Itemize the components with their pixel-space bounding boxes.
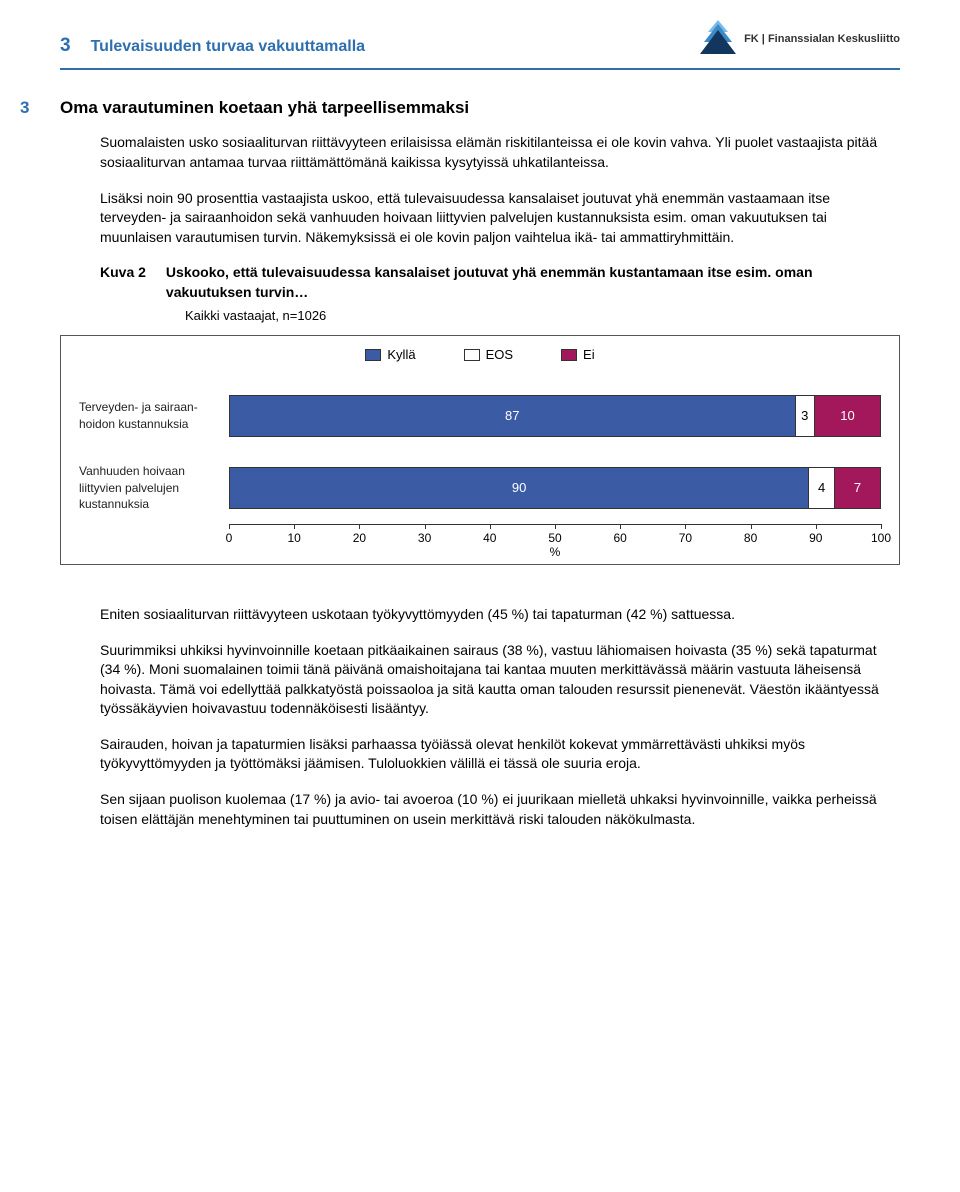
axis-tick-label: 20 (353, 530, 366, 547)
axis-tick (294, 524, 295, 529)
triangle-logo-icon (700, 20, 736, 60)
swatch-ei (561, 349, 577, 361)
swatch-eos (464, 349, 480, 361)
bar-segment: 87 (230, 396, 796, 436)
chart-legend: Kyllä EOS Ei (79, 346, 881, 364)
header-divider (60, 68, 900, 70)
axis-tick (881, 524, 882, 529)
bar-track: 9047 (229, 467, 881, 509)
axis-tick-label: 40 (483, 530, 496, 547)
bar-segment: 3 (796, 396, 816, 436)
legend-item-eos: EOS (464, 346, 513, 364)
axis-tick-label: 10 (288, 530, 301, 547)
bar-row: Terveyden- ja sairaan- hoidon kustannuks… (79, 380, 881, 452)
stacked-bar-chart: Kyllä EOS Ei Terveyden- ja sairaan- hoid… (60, 335, 900, 565)
figure-label: Kuva 2 (100, 263, 146, 302)
bar-segment: 7 (835, 468, 880, 508)
bar-segment: 4 (809, 468, 835, 508)
axis-tick-label: 0 (226, 530, 233, 547)
paragraph-2: Lisäksi noin 90 prosenttia vastaajista u… (100, 189, 900, 248)
legend-item-kylla: Kyllä (365, 346, 415, 364)
paragraph-1: Suomalaisten usko sosiaaliturvan riittäv… (100, 133, 900, 172)
paragraph-4: Suurimmiksi uhkiksi hyvinvoinnille koeta… (100, 641, 900, 719)
axis-title: % (550, 544, 561, 561)
axis-tick (620, 524, 621, 529)
header-left: 3 Tulevaisuuden turvaa vakuuttamalla (60, 33, 365, 60)
axis-tick (685, 524, 686, 529)
axis-tick (425, 524, 426, 529)
chart-x-axis: 0102030405060708090100 % (229, 524, 881, 558)
figure-title: Uskooko, että tulevaisuudessa kansalaise… (166, 263, 900, 302)
figure-heading: Kuva 2 Uskooko, että tulevaisuudessa kan… (100, 263, 900, 302)
axis-tick-label: 80 (744, 530, 757, 547)
bar-track: 87310 (229, 395, 881, 437)
axis-tick-label: 70 (679, 530, 692, 547)
org-prefix: FK (744, 33, 759, 45)
section-number: 3 (20, 96, 50, 120)
paragraph-6: Sen sijaan puolison kuolemaa (17 %) ja a… (100, 790, 900, 829)
document-title: Tulevaisuuden turvaa vakuuttamalla (91, 36, 365, 58)
axis-tick-label: 30 (418, 530, 431, 547)
axis-tick (816, 524, 817, 529)
bar-segment: 90 (230, 468, 809, 508)
section-heading: 3 Oma varautuminen koetaan yhä tarpeelli… (20, 96, 900, 120)
bar-segment: 10 (815, 396, 880, 436)
swatch-kylla (365, 349, 381, 361)
legend-label-eos: EOS (486, 346, 513, 364)
figure-subtitle: Kaikki vastaajat, n=1026 (100, 307, 900, 325)
legend-label-ei: Ei (583, 346, 595, 364)
axis-tick (555, 524, 556, 529)
chart-plot-area: Terveyden- ja sairaan- hoidon kustannuks… (79, 380, 881, 524)
org-name-text: Finanssialan Keskusliitto (768, 33, 900, 45)
axis-tick-label: 90 (809, 530, 822, 547)
page-header: 3 Tulevaisuuden turvaa vakuuttamalla FK … (60, 20, 900, 60)
legend-label-kylla: Kyllä (387, 346, 415, 364)
axis-tick-label: 60 (614, 530, 627, 547)
paragraph-3: Eniten sosiaaliturvan riittävyyteen usko… (100, 605, 900, 625)
org-name: FK | Finanssialan Keskusliitto (744, 32, 900, 47)
legend-item-ei: Ei (561, 346, 595, 364)
axis-ticks: 0102030405060708090100 (229, 524, 881, 542)
bar-row: Vanhuuden hoivaan liittyvien palvelujen … (79, 452, 881, 524)
axis-tick-label: 100 (871, 530, 891, 547)
axis-tick (359, 524, 360, 529)
bar-category-label: Vanhuuden hoivaan liittyvien palvelujen … (79, 463, 229, 513)
org-logo-block: FK | Finanssialan Keskusliitto (700, 20, 900, 60)
paragraph-5: Sairauden, hoivan ja tapaturmien lisäksi… (100, 735, 900, 774)
axis-tick (229, 524, 230, 529)
bar-category-label: Terveyden- ja sairaan- hoidon kustannuks… (79, 399, 229, 433)
page-number: 3 (60, 33, 71, 60)
section-title: Oma varautuminen koetaan yhä tarpeellise… (60, 96, 469, 120)
axis-tick (751, 524, 752, 529)
axis-tick (490, 524, 491, 529)
